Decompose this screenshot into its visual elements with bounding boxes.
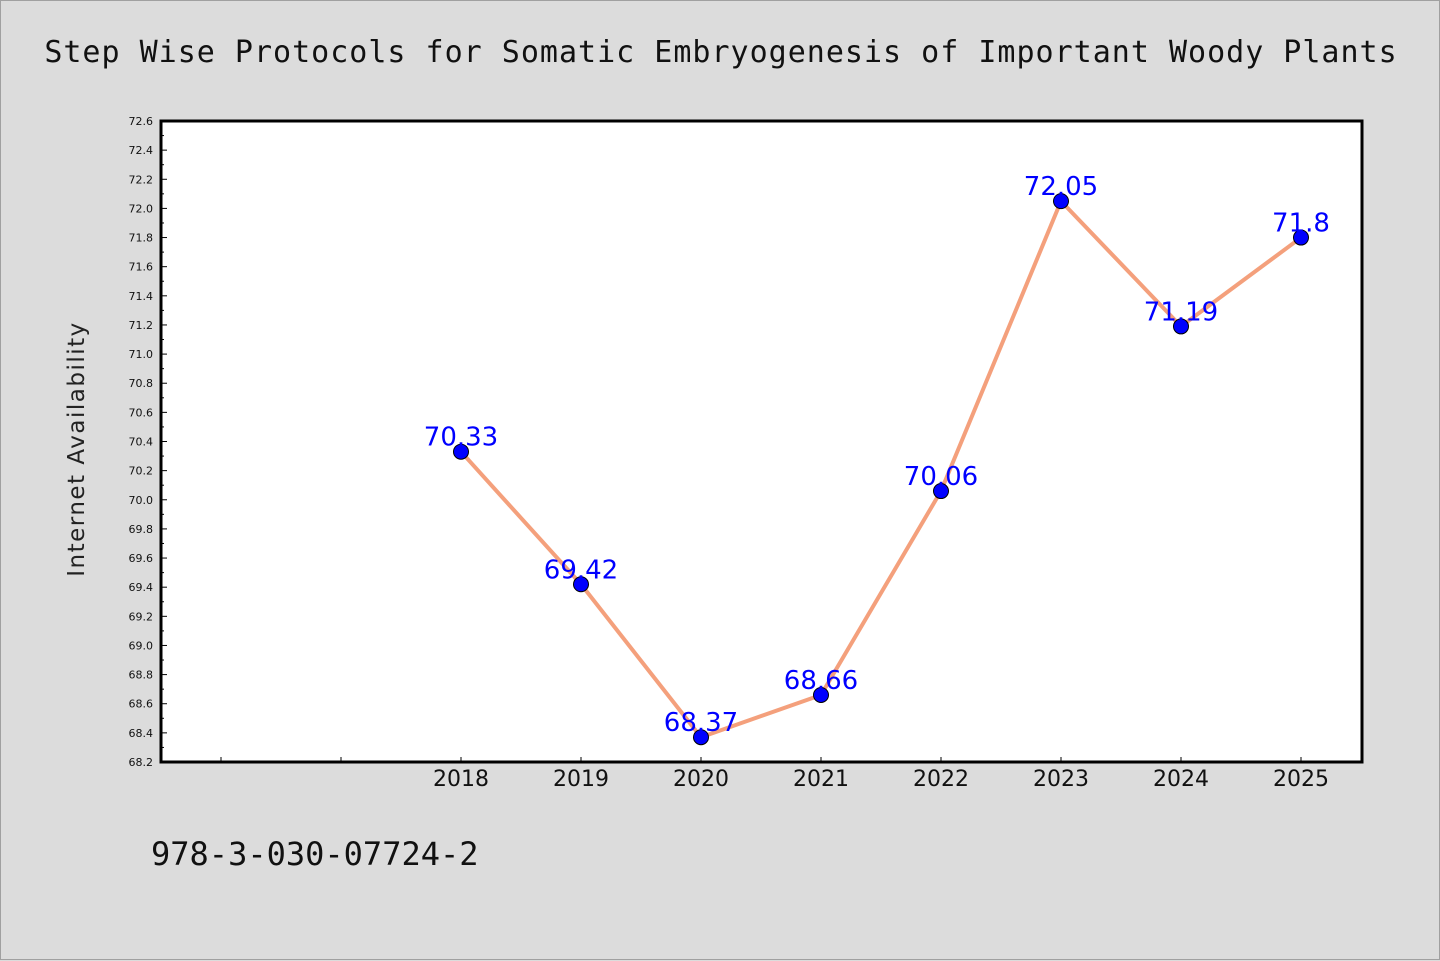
x-tick-label: 2018: [433, 767, 489, 792]
y-tick-label: 70.2: [129, 465, 154, 478]
y-tick-label: 69.0: [129, 639, 154, 652]
data-points: [453, 193, 1309, 746]
series-line-group: [459, 199, 1303, 740]
data-label: 69.42: [544, 555, 618, 585]
y-tick-label: 69.2: [129, 610, 154, 623]
data-label: 71.8: [1272, 209, 1330, 239]
y-tick-label: 69.4: [129, 581, 154, 594]
data-point: [693, 729, 709, 746]
y-tick-label: 72.6: [129, 115, 154, 128]
plot-area: [159, 119, 1364, 764]
data-point: [813, 686, 829, 703]
y-tick-label: 70.8: [129, 377, 154, 390]
series-line: [459, 199, 1303, 740]
data-label: 71.19: [1144, 297, 1218, 327]
y-tick-label: 71.0: [129, 348, 154, 361]
y-tick-label: 72.2: [129, 173, 154, 186]
data-point: [453, 443, 469, 460]
data-labels: 70.33 69.42 68.37 68.66 70.06 72.05 71.19 71.8: [424, 172, 1330, 738]
x-tick-label: 2020: [673, 767, 729, 792]
y-tick-label: 70.4: [129, 436, 154, 449]
y-tick-label: 70.6: [129, 406, 154, 419]
y-tick-label: 71.2: [129, 319, 154, 332]
x-tick-label: 2022: [913, 767, 969, 792]
y-tick-label: 72.0: [129, 202, 154, 215]
x-tick-label: 2021: [793, 767, 849, 792]
y-axis: 68.2 68.4 68.6 68.8 69.0 69.2 69.4 69.6 69.8 70.0…: [129, 115, 167, 769]
y-tick-label: 71.8: [129, 232, 154, 245]
y-tick-label: 71.6: [129, 261, 154, 274]
data-point: [933, 483, 949, 500]
y-tick-label: 68.4: [129, 727, 154, 740]
data-label: 70.33: [424, 423, 498, 453]
data-point: [1293, 229, 1309, 246]
data-point: [573, 576, 589, 593]
x-tick-label: 2024: [1153, 767, 1209, 792]
y-tick-label: 70.0: [129, 494, 154, 507]
y-tick-label: 68.8: [129, 669, 154, 682]
y-tick-label: 71.4: [129, 290, 154, 303]
data-label: 70.06: [904, 462, 978, 492]
data-point: [1053, 193, 1069, 210]
data-label: 68.37: [664, 708, 738, 738]
y-tick-label: 68.6: [129, 698, 154, 711]
chart-title: Step Wise Protocols for Somatic Embryoge…: [44, 35, 1398, 70]
y-tick-label: 68.2: [129, 756, 154, 769]
y-tick-label: 69.6: [129, 552, 154, 565]
x-tick-label: 2019: [553, 767, 609, 792]
x-axis: 2018 2019 2020 2021 2022 2023 2024 2025: [220, 757, 1329, 792]
data-label: 68.66: [784, 666, 858, 696]
y-tick-label: 69.8: [129, 523, 154, 536]
x-tick-label: 2025: [1273, 767, 1329, 792]
x-tick-label: 2023: [1033, 767, 1089, 792]
footer-isbn: 978-3-030-07724-2: [151, 835, 479, 873]
y-tick-label: 72.4: [129, 144, 154, 157]
data-label: 72.05: [1024, 172, 1098, 202]
data-point: [1173, 318, 1189, 335]
